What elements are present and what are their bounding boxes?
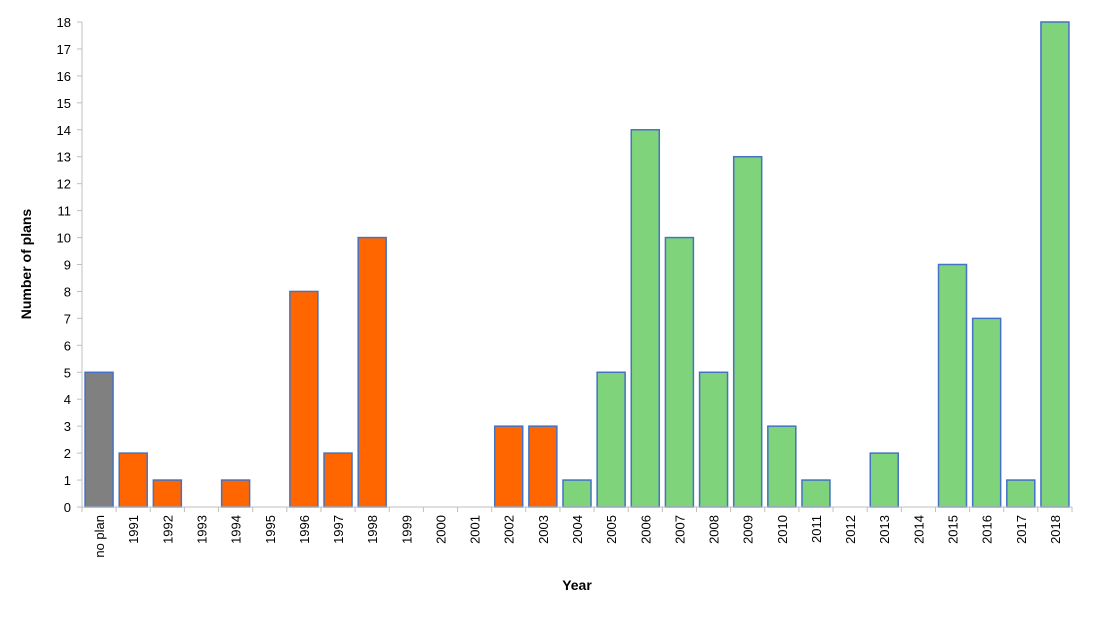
- x-tick-label: 1991: [126, 515, 141, 544]
- bar-2006: [630, 129, 661, 508]
- x-tick-label: 1994: [229, 515, 244, 544]
- y-tick-label: 8: [64, 284, 71, 299]
- x-tick-label: 2009: [741, 515, 756, 544]
- x-tick-label: 1998: [365, 515, 380, 544]
- x-tick-label: 2008: [707, 515, 722, 544]
- y-tick-label: 13: [57, 150, 71, 165]
- y-tick-label: 3: [64, 419, 71, 434]
- y-tick-label: 7: [64, 311, 71, 326]
- y-tick-label: 5: [64, 365, 71, 380]
- y-tick-label: 16: [57, 69, 71, 84]
- x-tick-label: 2000: [433, 515, 448, 544]
- bar-2009: [732, 155, 763, 508]
- y-tick-label: 2: [64, 446, 71, 461]
- x-tick-label: 2013: [877, 515, 892, 544]
- y-tick-label: 14: [57, 123, 71, 138]
- x-tick-label: 1995: [263, 515, 278, 544]
- x-tick-label: 2012: [843, 515, 858, 544]
- bar-2011: [801, 479, 831, 508]
- bars: [84, 21, 1070, 508]
- bar-2017: [1006, 479, 1036, 508]
- bar-2015: [937, 263, 968, 508]
- bar-2005: [596, 371, 626, 508]
- x-tick-label: 2010: [775, 515, 790, 544]
- x-tick-label: 2002: [502, 515, 517, 544]
- bar-2007: [664, 236, 695, 508]
- axes: [81, 22, 1072, 508]
- x-tick-label: 2004: [570, 515, 585, 544]
- x-tick-label: 2016: [980, 515, 995, 544]
- y-tick-label: 10: [57, 231, 71, 246]
- x-tick-label: 1992: [160, 515, 175, 544]
- y-tick-label: 12: [57, 177, 71, 192]
- y-axis-title: Number of plans: [18, 209, 34, 320]
- bar-2008: [698, 371, 729, 508]
- x-tick-label: 2007: [672, 515, 687, 544]
- x-tick-label: 2003: [536, 515, 551, 544]
- x-tick-label: 2014: [911, 515, 926, 544]
- bar-1998: [357, 236, 387, 508]
- bar-1992: [152, 479, 183, 508]
- bar-no-plan: [84, 371, 114, 508]
- bar-2003: [528, 425, 558, 508]
- x-tick-label: 1997: [331, 515, 346, 544]
- x-tick-label: no plan: [92, 515, 107, 558]
- y-tick-label: 9: [64, 258, 71, 273]
- x-tick-label: 2005: [604, 515, 619, 544]
- bar-2013: [869, 452, 899, 508]
- x-tick-label: 2006: [638, 515, 653, 544]
- x-tick-label: 2001: [468, 515, 483, 544]
- y-tick-label: 15: [57, 96, 71, 111]
- bar-2004: [562, 479, 592, 508]
- x-tick-label: 1999: [399, 515, 414, 544]
- x-tick-label: 2011: [809, 515, 824, 543]
- bar-1991: [118, 452, 148, 508]
- bar-2016: [971, 317, 1002, 508]
- bar-2010: [767, 425, 797, 508]
- bar-2018: [1040, 21, 1070, 508]
- x-axis-ticks: no plan 1991 1992 1993 1994 1995 1996 1997 1998 1…: [81, 507, 1073, 558]
- y-tick-label: 0: [64, 500, 71, 515]
- y-tick-label: 11: [58, 204, 72, 219]
- bar-1996: [289, 290, 319, 508]
- y-tick-label: 6: [64, 338, 71, 353]
- bar-1994: [220, 479, 251, 508]
- bar-1997: [323, 452, 353, 508]
- y-tick-label: 4: [64, 392, 71, 407]
- x-tick-label: 2015: [946, 515, 961, 544]
- x-axis-title: Year: [562, 577, 592, 593]
- x-tick-label: 2017: [1014, 515, 1029, 544]
- x-tick-label: 1993: [194, 515, 209, 544]
- bar-2002: [493, 425, 524, 508]
- x-tick-label: 2018: [1048, 515, 1063, 544]
- y-tick-label: 1: [64, 473, 71, 488]
- y-tick-label: 18: [57, 15, 71, 30]
- x-tick-label: 1996: [297, 515, 312, 544]
- y-tick-label: 17: [57, 42, 71, 57]
